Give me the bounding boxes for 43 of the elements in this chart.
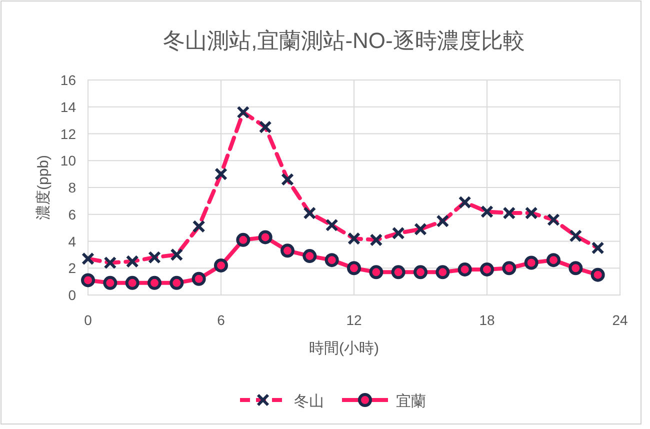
point bbox=[568, 261, 583, 276]
y-tick-label: 12 bbox=[60, 126, 76, 142]
point bbox=[103, 276, 118, 290]
y-tick-label: 2 bbox=[68, 260, 76, 276]
y-tick-label: 14 bbox=[60, 98, 76, 115]
point bbox=[170, 276, 184, 290]
y-tick-label: 0 bbox=[68, 287, 76, 303]
legend-label: 冬山 bbox=[294, 393, 324, 410]
point bbox=[236, 232, 250, 247]
point bbox=[590, 268, 605, 282]
point bbox=[280, 244, 294, 258]
point bbox=[502, 261, 516, 276]
x-tick-label: 6 bbox=[217, 312, 226, 328]
x-tick-label: 12 bbox=[346, 312, 362, 328]
y-tick-label: 4 bbox=[68, 233, 76, 250]
point bbox=[480, 262, 494, 276]
point bbox=[214, 258, 228, 272]
y-tick-label: 8 bbox=[68, 180, 76, 196]
point bbox=[414, 265, 428, 280]
point bbox=[458, 262, 472, 276]
chart-title: 冬山測站,宜蘭測站-NO-逐時濃度比較 bbox=[163, 28, 525, 53]
point bbox=[148, 276, 162, 290]
point bbox=[258, 230, 272, 244]
point bbox=[391, 265, 406, 280]
point bbox=[192, 272, 206, 286]
y-tick-label: 6 bbox=[68, 206, 76, 222]
point bbox=[302, 249, 317, 264]
point bbox=[546, 253, 560, 268]
y-tick-label: 10 bbox=[60, 152, 76, 169]
legend-label: 宜蘭 bbox=[396, 393, 426, 410]
point bbox=[81, 273, 95, 288]
point bbox=[524, 256, 538, 270]
x-tick-label: 0 bbox=[84, 312, 92, 328]
x-tick-label: 18 bbox=[479, 312, 495, 328]
point bbox=[369, 265, 384, 280]
y-tick-label: 16 bbox=[60, 72, 76, 88]
y-axis-title: 濃度(ppb) bbox=[35, 154, 52, 220]
x-axis-title: 時間(小時) bbox=[309, 340, 379, 357]
point bbox=[436, 265, 450, 280]
x-tick-label: 24 bbox=[612, 312, 628, 328]
point bbox=[125, 276, 140, 290]
point bbox=[347, 261, 361, 276]
point bbox=[324, 253, 339, 268]
